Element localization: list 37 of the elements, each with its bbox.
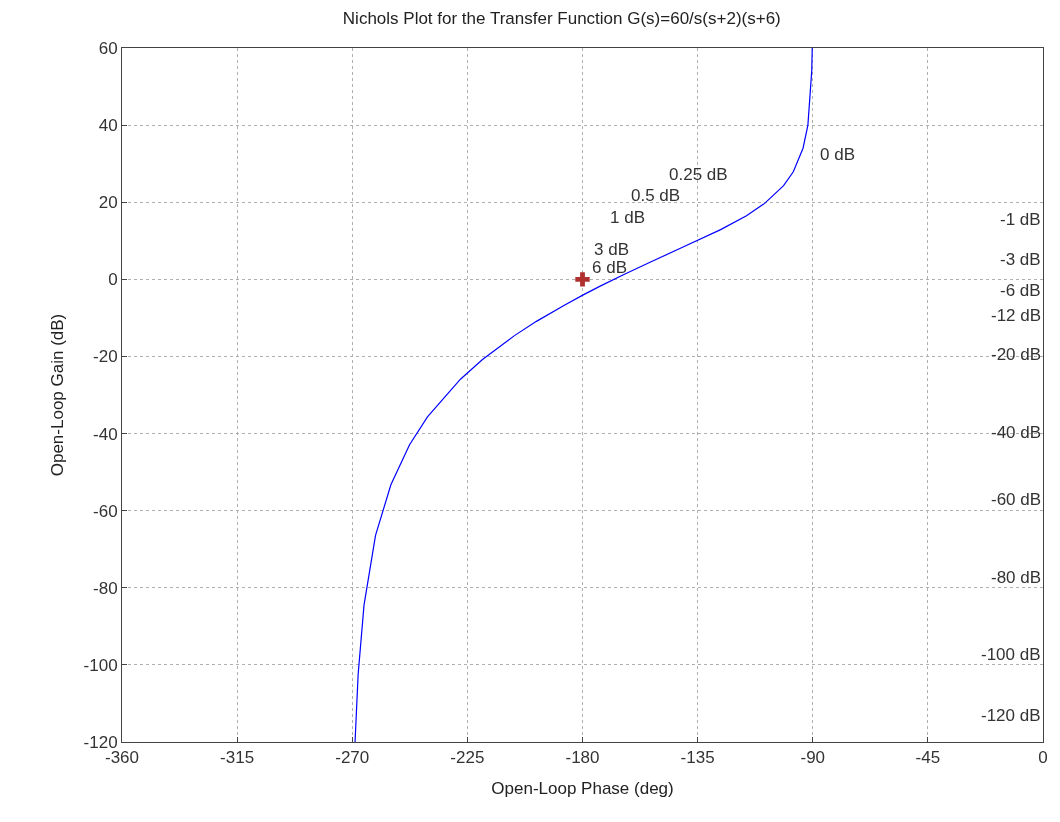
annotation: -40 dB bbox=[991, 423, 1042, 442]
annotation: -3 dB bbox=[1000, 250, 1041, 269]
annotation: 1 dB bbox=[610, 208, 645, 227]
y-tick-label: 60 bbox=[98, 38, 118, 58]
x-axis-title: Open-Loop Phase (deg) bbox=[491, 778, 674, 798]
x-tick-label: -135 bbox=[680, 748, 715, 768]
y-axis-title: Open-Loop Gain (dB) bbox=[48, 313, 68, 477]
annotation: 0 dB bbox=[820, 145, 855, 164]
chart-title: Nichols Plot for the Transfer Function G(s)=60/s(s+2)(s+6) bbox=[342, 9, 781, 29]
x-tick-label: -45 bbox=[915, 748, 941, 768]
annotation: -1 dB bbox=[1000, 210, 1041, 229]
x-tick-label: -90 bbox=[800, 748, 826, 768]
annotation: -80 dB bbox=[991, 568, 1042, 587]
x-tick-label: -180 bbox=[565, 748, 600, 768]
x-tick-label: -225 bbox=[450, 748, 485, 768]
annotation: -20 dB bbox=[991, 345, 1042, 364]
annotation: -60 dB bbox=[991, 490, 1042, 509]
x-tick-label: 0 bbox=[1038, 748, 1048, 768]
annotation: 6 dB bbox=[592, 258, 627, 277]
y-tick-label: -40 bbox=[93, 424, 118, 444]
y-tick-label: -60 bbox=[93, 501, 118, 521]
y-tick-label: 40 bbox=[98, 116, 118, 136]
annotation: -6 dB bbox=[1000, 281, 1041, 300]
annotation: 0.25 dB bbox=[669, 165, 728, 184]
x-tick-label: -315 bbox=[220, 748, 255, 768]
annotation: 3 dB bbox=[594, 240, 629, 259]
line-series bbox=[354, 48, 813, 742]
annotation: -120 dB bbox=[981, 706, 1041, 725]
x-tick-label: -270 bbox=[335, 748, 370, 768]
annotation: -12 dB bbox=[991, 306, 1042, 325]
annotation: 0.5 dB bbox=[631, 186, 681, 205]
y-tick-label: -100 bbox=[83, 655, 118, 675]
y-tick-label: 20 bbox=[98, 193, 118, 213]
y-tick-label: -20 bbox=[93, 347, 118, 367]
y-tick-label: 0 bbox=[108, 270, 118, 290]
y-tick-label: -80 bbox=[93, 578, 118, 598]
annotation: -100 dB bbox=[981, 645, 1041, 664]
